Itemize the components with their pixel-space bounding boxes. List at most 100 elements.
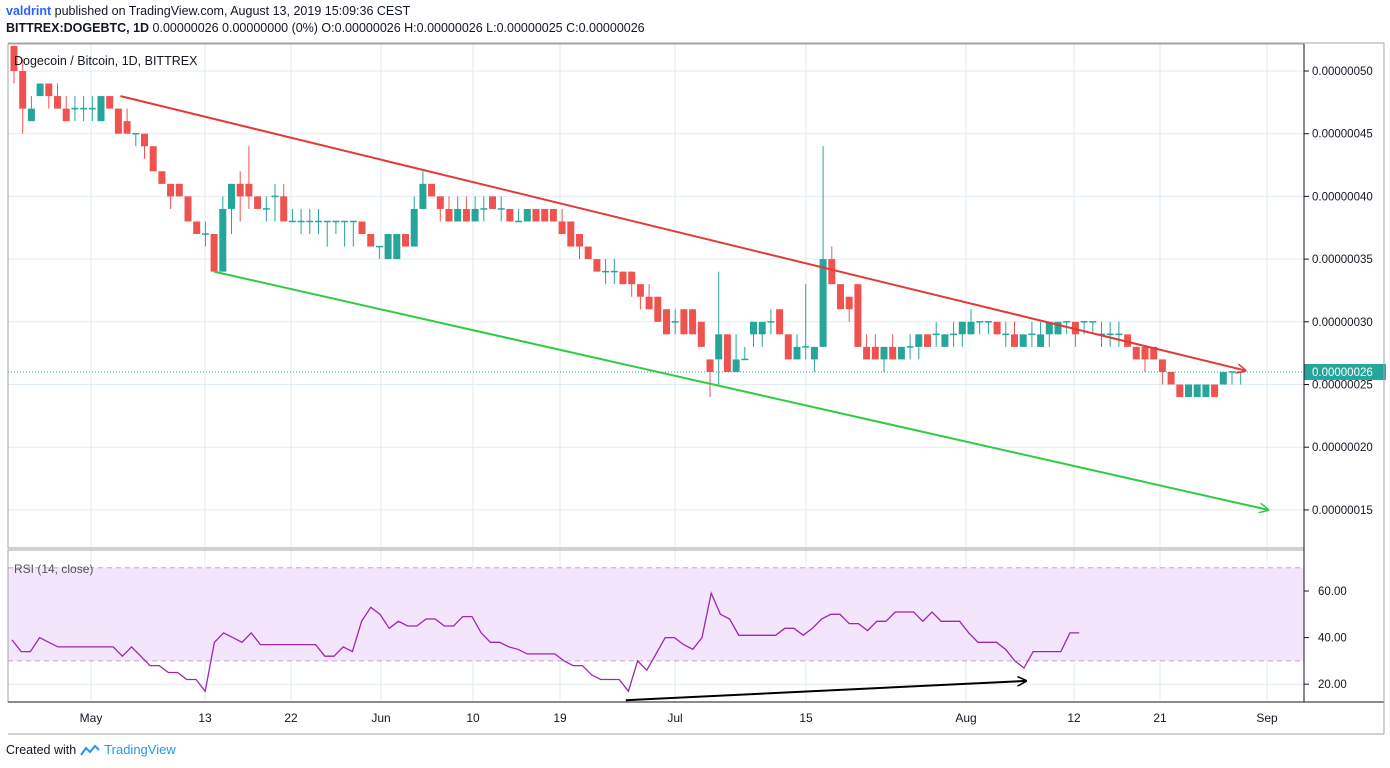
candle bbox=[341, 220, 349, 247]
candle bbox=[636, 284, 644, 310]
candle bbox=[402, 234, 409, 247]
candle-body bbox=[358, 221, 366, 235]
x-tick-label: 13 bbox=[198, 711, 212, 725]
candle-body bbox=[1219, 371, 1227, 385]
candle bbox=[880, 346, 888, 372]
candle bbox=[628, 271, 636, 297]
candle bbox=[715, 271, 723, 385]
candle bbox=[723, 334, 731, 372]
candle bbox=[915, 334, 923, 360]
candle bbox=[1237, 371, 1245, 385]
candle-body bbox=[810, 346, 818, 360]
candle bbox=[1002, 321, 1010, 347]
candle bbox=[1019, 334, 1027, 347]
candle-body bbox=[897, 346, 905, 360]
rsi-line bbox=[11, 591, 1080, 693]
rsi-divergence-arrow[interactable] bbox=[625, 681, 1026, 702]
candle-body bbox=[402, 234, 409, 247]
candle bbox=[924, 334, 931, 347]
candle bbox=[993, 321, 1001, 335]
candle-body bbox=[880, 346, 888, 360]
candle bbox=[175, 183, 183, 197]
candle-body bbox=[158, 171, 166, 184]
candle bbox=[819, 146, 827, 347]
candle bbox=[810, 346, 818, 372]
candle-body bbox=[219, 208, 227, 272]
candle bbox=[645, 284, 653, 310]
candle bbox=[245, 146, 253, 209]
rsi-y-tick-label: 20.00 bbox=[1318, 679, 1347, 691]
candle bbox=[62, 96, 70, 122]
candle bbox=[97, 96, 105, 122]
candle bbox=[906, 334, 914, 360]
candle-body bbox=[1202, 384, 1210, 398]
candle bbox=[462, 196, 470, 222]
candle bbox=[445, 196, 453, 222]
candle bbox=[958, 321, 966, 347]
candle bbox=[228, 183, 235, 235]
candle bbox=[967, 309, 975, 335]
candle bbox=[671, 309, 679, 335]
candle bbox=[141, 133, 148, 159]
candle bbox=[784, 334, 792, 360]
candle bbox=[114, 108, 122, 134]
candle-body bbox=[654, 296, 662, 322]
resistance-line[interactable] bbox=[120, 95, 1245, 371]
candle bbox=[375, 245, 383, 260]
y-tick-label: 0.00000040 bbox=[1312, 191, 1373, 203]
candle-body bbox=[10, 45, 18, 71]
candle-body bbox=[1158, 359, 1166, 372]
candle bbox=[54, 83, 61, 109]
x-tick-label: Sep bbox=[1256, 711, 1278, 725]
candle bbox=[315, 208, 322, 235]
candle-body bbox=[141, 133, 148, 147]
symbol-text: BITTREX:DOGEBTC, 1D bbox=[6, 21, 150, 35]
candle bbox=[732, 334, 740, 372]
candle bbox=[149, 146, 157, 172]
candle bbox=[1106, 321, 1114, 347]
candle bbox=[123, 108, 131, 134]
candle bbox=[1202, 384, 1210, 398]
x-tick-label: 22 bbox=[284, 711, 298, 725]
candle bbox=[654, 296, 662, 322]
candle-body bbox=[228, 183, 235, 209]
y-tick-label: 0.00000050 bbox=[1312, 66, 1373, 78]
author-name[interactable]: valdrint bbox=[6, 4, 52, 18]
candle bbox=[741, 346, 749, 361]
candle bbox=[1089, 321, 1097, 335]
candle bbox=[167, 183, 175, 209]
candle bbox=[750, 321, 757, 347]
candle bbox=[288, 208, 296, 223]
candle-body bbox=[732, 359, 740, 372]
candle-body bbox=[924, 334, 931, 347]
candle bbox=[532, 208, 540, 222]
tradingview-brand[interactable]: TradingView bbox=[104, 742, 176, 757]
candle-body bbox=[750, 321, 757, 335]
candle-body bbox=[958, 321, 966, 335]
candle-body bbox=[776, 309, 784, 335]
candle-body bbox=[106, 96, 114, 109]
candle-body bbox=[489, 196, 496, 209]
candle-body bbox=[471, 208, 479, 222]
candle bbox=[271, 183, 279, 222]
candles bbox=[10, 45, 1245, 398]
rsi-y-tick-label: 40.00 bbox=[1318, 633, 1347, 645]
candle-body bbox=[697, 321, 705, 347]
candle-body bbox=[367, 234, 375, 247]
candle bbox=[932, 321, 940, 347]
candle-body bbox=[210, 234, 218, 272]
candle-body bbox=[723, 334, 731, 372]
candle bbox=[27, 96, 35, 122]
candle bbox=[10, 45, 18, 84]
candle bbox=[19, 58, 27, 134]
candle-body bbox=[1124, 334, 1132, 347]
candle-body bbox=[532, 208, 540, 222]
support-line[interactable] bbox=[213, 270, 1268, 510]
candle-body bbox=[689, 309, 697, 335]
candle bbox=[1037, 321, 1045, 347]
candle bbox=[854, 284, 862, 347]
candle bbox=[254, 196, 262, 209]
candle bbox=[515, 208, 523, 223]
y-tick-label: 0.00000030 bbox=[1312, 317, 1373, 329]
